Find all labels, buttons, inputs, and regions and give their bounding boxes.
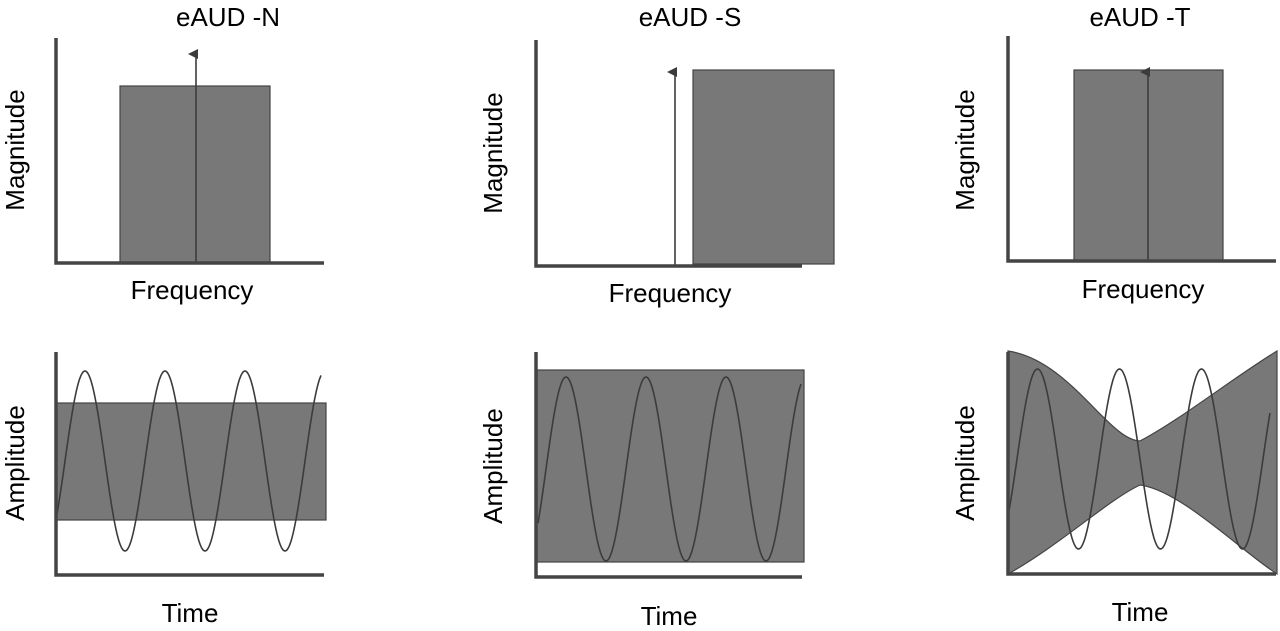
- panel-n-time-xlabel: Time: [162, 598, 219, 628]
- panel-n-frequency-xlabel: Frequency: [131, 275, 254, 305]
- panel-s: eAUD -S Frequency Magnitude Time Amplitu…: [478, 2, 835, 631]
- panel-s-time-ylabel: Amplitude: [478, 408, 508, 524]
- panel-n-frequency-chart: Frequency Magnitude: [0, 38, 324, 305]
- panel-t-title: eAUD -T: [1089, 2, 1190, 32]
- panel-s-frequency-axes: [534, 40, 802, 268]
- panel-n-time-axes: [54, 352, 324, 577]
- panel-s-frequency-ylabel: Magnitude: [478, 92, 508, 213]
- panel-n-sine-wave: [56, 370, 322, 552]
- panel-t: eAUD -T Frequency Magnitude Time Amplitu…: [950, 2, 1278, 627]
- panel-s-frequency-band: [692, 69, 835, 265]
- panel-s-time-xlabel: Time: [641, 601, 698, 631]
- panel-t-sine-wave: [1008, 368, 1271, 550]
- panel-t-time-xlabel: Time: [1112, 597, 1169, 627]
- panel-n-frequency-band: [119, 85, 271, 264]
- panel-s-title: eAUD -S: [639, 2, 742, 32]
- panel-t-time-chart: Time Amplitude: [950, 349, 1278, 627]
- panel-s-frequency-xlabel: Frequency: [609, 278, 732, 308]
- panel-s-time-chart: Time Amplitude: [478, 352, 805, 631]
- panel-s-time-band: [536, 369, 805, 563]
- panel-n-time-ylabel: Amplitude: [0, 405, 30, 521]
- panel-t-time-ylabel: Amplitude: [950, 405, 980, 521]
- panel-t-frequency-ylabel: Magnitude: [950, 89, 980, 210]
- panel-s-time-axes: [534, 352, 802, 579]
- panel-n-time-chart: Time Amplitude: [0, 352, 327, 628]
- panel-t-time-envelope: [1007, 349, 1278, 576]
- panel-n-frequency-axes: [54, 38, 324, 265]
- panel-s-sine-wave: [537, 376, 802, 562]
- panel-t-time-axes: [1006, 352, 1276, 576]
- panel-t-frequency-xlabel: Frequency: [1082, 274, 1205, 304]
- panel-n-frequency-ylabel: Magnitude: [0, 89, 30, 210]
- panel-n: eAUD -N Frequency Magnitude Time Amplitu…: [0, 2, 327, 628]
- panel-t-frequency-axes: [1006, 36, 1276, 263]
- panel-s-frequency-chart: Frequency Magnitude: [478, 40, 835, 308]
- panel-t-frequency-chart: Frequency Magnitude: [950, 36, 1276, 304]
- panel-n-title: eAUD -N: [176, 2, 280, 32]
